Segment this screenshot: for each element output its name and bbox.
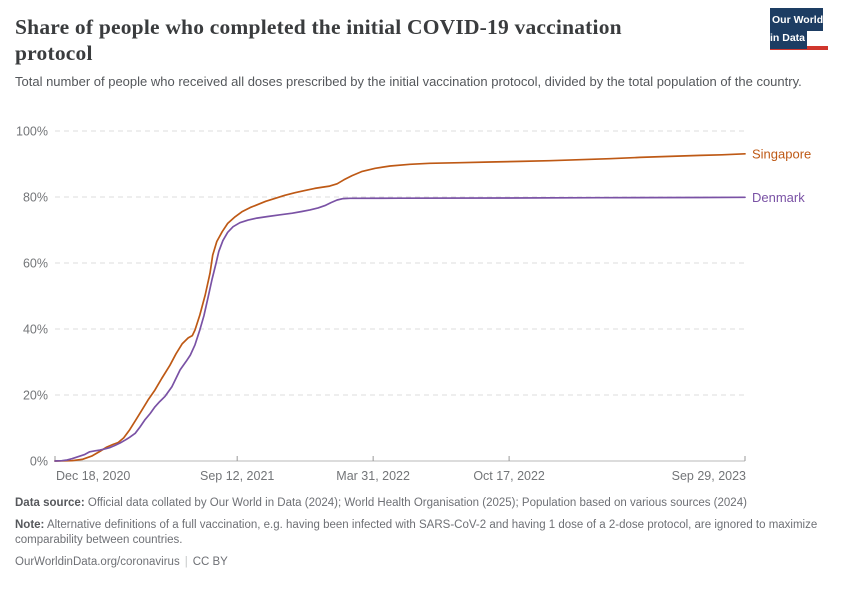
x-tick-label: Dec 18, 2020: [56, 469, 130, 483]
denmark-series-label[interactable]: Denmark: [752, 190, 805, 205]
y-tick-label: 40%: [23, 323, 48, 337]
data-source-label: Data source:: [15, 497, 85, 509]
owid-logo-line1: Our World: [772, 14, 824, 26]
line-chart: 0% 20% 40% 60% 80% 100% Dec 18, 2020 Sep 12, 20…: [0, 120, 850, 492]
y-tick-label: 20%: [23, 389, 48, 403]
y-tick-label: 0%: [30, 455, 48, 469]
chart-footer: Data source: Official data collated by O…: [15, 496, 837, 577]
citation-separator: |: [184, 556, 188, 568]
citation-line: OurWorldinData.org/coronavirus | CC BY: [15, 555, 837, 570]
x-tick-label: Mar 31, 2022: [336, 469, 410, 483]
y-tick-label: 80%: [23, 191, 48, 205]
x-tick-label: Sep 12, 2021: [200, 469, 274, 483]
data-source-text: Official data collated by Our World in D…: [87, 497, 747, 509]
note-label: Note:: [15, 519, 45, 531]
owid-url-link[interactable]: OurWorldinData.org/coronavirus: [15, 556, 180, 568]
singapore-series-label[interactable]: Singapore: [752, 146, 811, 161]
owid-logo-box: Our World in Data: [770, 8, 824, 49]
note-text: Alternative definitions of a full vaccin…: [15, 519, 818, 546]
note-line: Note: Alternative definitions of a full …: [15, 518, 837, 548]
x-tick-label: Sep 29, 2023: [672, 469, 746, 483]
data-source-line: Data source: Official data collated by O…: [15, 496, 837, 511]
owid-logo-line2: in Data: [770, 32, 806, 44]
owid-logo[interactable]: Our World in Data: [770, 8, 828, 50]
denmark-line[interactable]: [54, 196, 746, 462]
y-tick-label: 100%: [16, 125, 48, 139]
y-tick-label: 60%: [23, 257, 48, 271]
license-label: CC BY: [192, 556, 228, 568]
singapore-line[interactable]: [54, 152, 746, 462]
x-tick-label: Oct 17, 2022: [473, 469, 545, 483]
chart-title: Share of people who completed the initia…: [15, 15, 622, 65]
chart-subtitle: Total number of people who received all …: [15, 74, 802, 89]
